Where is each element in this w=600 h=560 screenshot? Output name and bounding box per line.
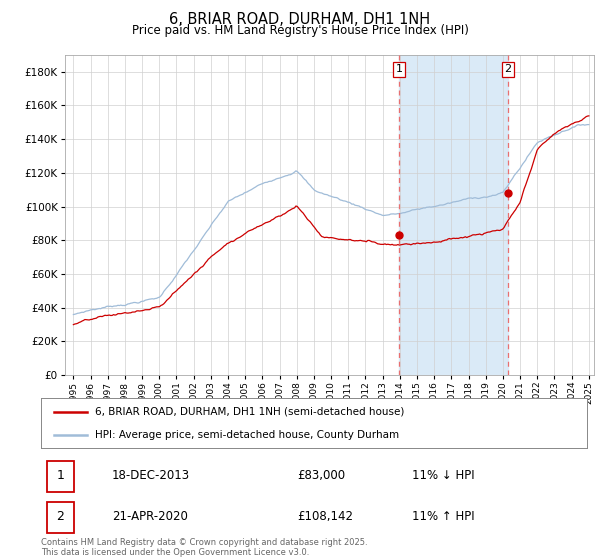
Text: 18-DEC-2013: 18-DEC-2013 bbox=[112, 469, 190, 482]
Bar bbox=[399, 55, 508, 375]
Text: £83,000: £83,000 bbox=[298, 469, 346, 482]
Text: 11% ↓ HPI: 11% ↓ HPI bbox=[412, 469, 475, 482]
Text: 6, BRIAR ROAD, DURHAM, DH1 1NH: 6, BRIAR ROAD, DURHAM, DH1 1NH bbox=[169, 12, 431, 27]
Text: 6, BRIAR ROAD, DURHAM, DH1 1NH (semi-detached house): 6, BRIAR ROAD, DURHAM, DH1 1NH (semi-det… bbox=[95, 407, 405, 417]
FancyBboxPatch shape bbox=[47, 502, 74, 533]
FancyBboxPatch shape bbox=[47, 461, 74, 492]
Text: HPI: Average price, semi-detached house, County Durham: HPI: Average price, semi-detached house,… bbox=[95, 431, 400, 440]
Text: 21-APR-2020: 21-APR-2020 bbox=[112, 510, 188, 523]
Text: Contains HM Land Registry data © Crown copyright and database right 2025.
This d: Contains HM Land Registry data © Crown c… bbox=[41, 538, 367, 557]
Text: Price paid vs. HM Land Registry's House Price Index (HPI): Price paid vs. HM Land Registry's House … bbox=[131, 24, 469, 37]
Text: £108,142: £108,142 bbox=[298, 510, 353, 523]
Text: 1: 1 bbox=[56, 469, 64, 482]
Text: 1: 1 bbox=[395, 64, 403, 74]
Text: 2: 2 bbox=[505, 64, 512, 74]
Text: 2: 2 bbox=[56, 510, 64, 523]
Text: 11% ↑ HPI: 11% ↑ HPI bbox=[412, 510, 475, 523]
